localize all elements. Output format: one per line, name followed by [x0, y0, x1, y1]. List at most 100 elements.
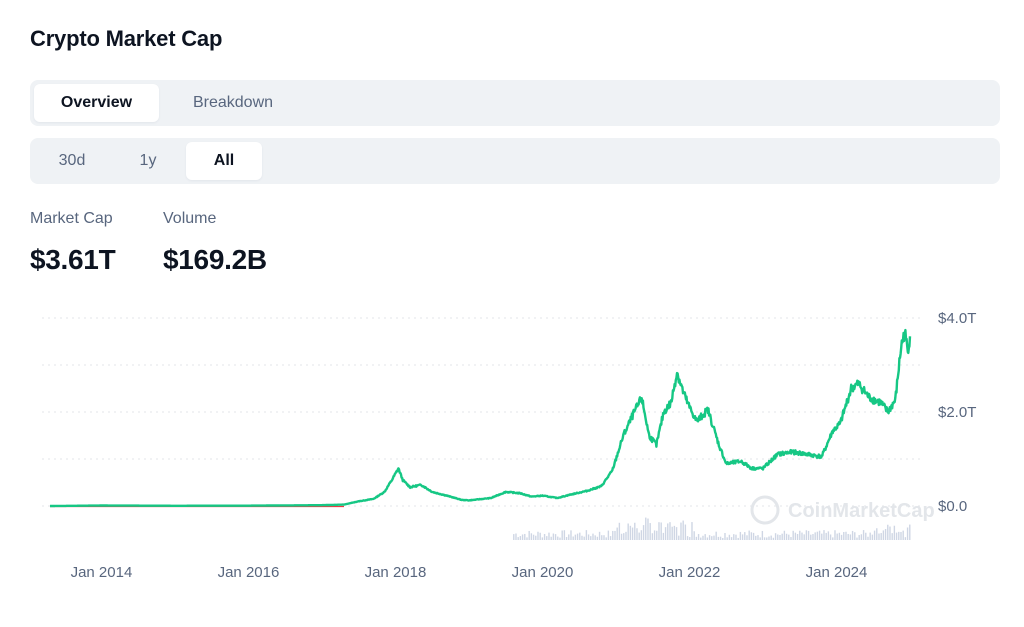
volume-bar: [763, 537, 766, 540]
volume-bar: [722, 537, 724, 540]
volume-bar: [596, 536, 599, 540]
x-tick-label: Jan 2014: [71, 564, 133, 581]
volume-bar: [838, 532, 841, 540]
volume-bar: [878, 533, 880, 540]
volume-bar: [680, 522, 682, 540]
volume-bar: [585, 530, 588, 540]
volume-bar: [801, 532, 803, 540]
volume-bar: [719, 536, 722, 540]
card-title: Crypto Market Cap: [30, 26, 223, 51]
volume-bar: [559, 537, 561, 540]
market-cap-line: [49, 328, 912, 508]
volume-bar: [777, 534, 779, 540]
volume-bar: [541, 537, 544, 540]
volume-bar: [579, 532, 581, 540]
volume-bar: [755, 535, 757, 540]
volume-bar: [548, 532, 550, 540]
volume-stat: Volume $169.2B: [163, 210, 267, 276]
volume-bar: [746, 535, 748, 540]
x-tick-label: Jan 2016: [218, 564, 280, 581]
volume-bar: [605, 537, 607, 540]
volume-bar: [803, 534, 805, 540]
volume-bar: [568, 534, 570, 540]
market-cap-label: Market Cap: [30, 210, 113, 227]
volume-bar: [790, 537, 792, 540]
volume-bar: [631, 527, 634, 540]
volume-bar: [783, 530, 786, 540]
volume-bar: [748, 530, 750, 540]
volume-bar: [766, 537, 768, 540]
volume-bar: [669, 522, 671, 540]
volume-bar: [880, 533, 882, 540]
volume-bar: [814, 532, 816, 540]
volume-bar: [686, 536, 689, 540]
volume-bar: [550, 536, 552, 540]
volume-bar: [768, 536, 770, 540]
volume-bar: [799, 530, 801, 540]
volume-bar: [702, 535, 704, 540]
volume-bar: [825, 532, 827, 540]
volume-bar: [711, 536, 713, 540]
volume-bar: [623, 533, 625, 540]
range-all[interactable]: All: [186, 142, 262, 180]
volume-bar: [620, 533, 623, 540]
volume-bar: [807, 530, 810, 540]
volume-bar: [513, 534, 515, 540]
volume-bar: [884, 529, 887, 540]
range-30d[interactable]: 30d: [58, 152, 86, 169]
volume-bar: [889, 526, 891, 540]
volume-bar: [521, 534, 524, 540]
volume-bar: [909, 524, 911, 540]
volume-bar: [805, 530, 808, 540]
volume-bar: [583, 536, 585, 540]
volume-bar: [532, 534, 535, 540]
volume-bar: [537, 531, 539, 540]
volume-bar: [557, 536, 559, 540]
volume-bar: [851, 530, 854, 540]
volume-bar: [653, 530, 656, 540]
volume-bar: [700, 537, 702, 540]
volume-bar: [552, 533, 555, 540]
volume-bar: [750, 532, 753, 540]
volume-bar: [618, 522, 621, 540]
volume-bar: [792, 530, 794, 540]
volume-bar: [563, 530, 566, 540]
volume-bar: [724, 533, 726, 540]
volume-bar: [779, 534, 781, 540]
volume-bar: [530, 533, 533, 540]
x-tick-label: Jan 2018: [365, 564, 427, 581]
volume-bar: [856, 537, 858, 540]
volume-bar: [752, 532, 755, 540]
volume-bar: [713, 535, 715, 540]
volume-bar: [695, 536, 698, 540]
volume-bar: [671, 526, 673, 540]
volume-bar: [576, 533, 579, 540]
volume-bar: [607, 530, 610, 540]
volume-bar: [664, 527, 667, 540]
volume-bar: [906, 527, 909, 540]
range-1y[interactable]: 1y: [139, 152, 157, 169]
volume-bar: [862, 530, 865, 540]
volume-bar: [739, 531, 742, 540]
volume-bar: [612, 530, 614, 540]
volume-bar: [598, 531, 601, 540]
volume-bar: [673, 525, 676, 540]
volume-bar: [614, 530, 616, 540]
volume-bar: [770, 535, 772, 540]
volume-bar: [818, 530, 821, 540]
volume-bar: [816, 531, 819, 540]
volume-bar: [645, 517, 647, 540]
volume-bar: [834, 530, 836, 540]
volume-bar: [565, 537, 568, 540]
volume-bar: [849, 534, 852, 540]
volume-bar: [627, 523, 629, 540]
volume-bar: [691, 522, 693, 540]
volume-bar: [900, 531, 902, 540]
tab-overview[interactable]: Overview: [34, 84, 159, 122]
market-cap-chart[interactable]: CoinMarketCap $4.0T $2.0T $0.0 Jan 2014 Jan 2…: [0, 300, 1024, 590]
coinmarketcap-logo-icon: [750, 495, 780, 525]
volume-bar: [561, 530, 563, 540]
volume-bar: [638, 532, 640, 540]
tab-breakdown[interactable]: Breakdown: [192, 94, 274, 111]
